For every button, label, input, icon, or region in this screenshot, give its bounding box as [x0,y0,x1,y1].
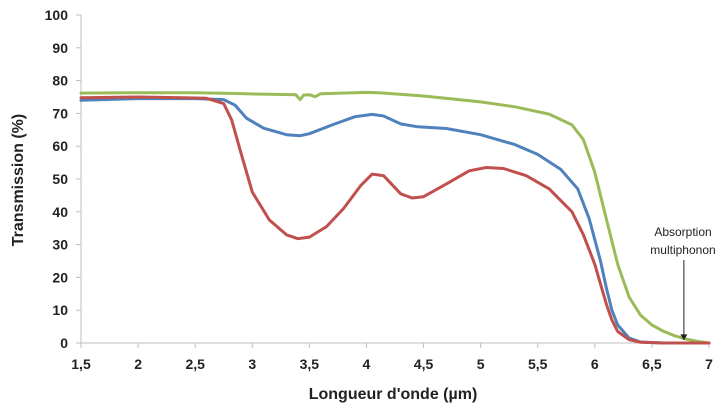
series-line-1 [79,90,711,345]
x-tick-label: 4,5 [414,356,434,372]
annotation-arrowhead [680,334,688,341]
y-tick-label: 50 [52,171,68,187]
axes [80,15,709,344]
x-tick-label: 2 [134,356,142,372]
x-tick-label: 3 [248,356,256,372]
y-tick-label: 100 [45,7,69,23]
x-axis-title: Longueur d'onde (µm) [309,386,478,403]
annotation-line-2: multiphonon [650,243,715,257]
y-tick-label: 20 [52,269,68,285]
y-axis-title: Transmission (%) [10,114,27,246]
y-tick-label: 0 [60,335,68,351]
x-tick-label: 5 [477,356,485,372]
y-tick-label: 40 [52,204,68,220]
x-tick-label: 1,5 [71,356,91,372]
x-tick-label: 4 [363,356,371,372]
y-tick-label: 30 [52,237,68,253]
y-tick-label: 60 [52,138,68,154]
x-tick-label: 7 [705,356,713,372]
x-tick-label: 5,5 [528,356,548,372]
x-tick-label: 3,5 [300,356,320,372]
x-tick-label: 6,5 [642,356,662,372]
x-tick-label: 2,5 [185,356,205,372]
x-tick-label: 6 [591,356,599,372]
series-line-2 [79,97,711,345]
y-axis-ticks: 0 10 20 30 40 50 60 70 80 90 100 [45,7,81,351]
y-tick-label: 10 [52,302,68,318]
y-tick-label: 80 [52,73,68,89]
y-tick-label: 70 [52,105,68,121]
annotation-multiphonon: Absorption multiphonon [650,225,716,341]
series-line-3 [79,95,711,345]
y-tick-label: 90 [52,40,68,56]
series-layer [79,90,711,345]
annotation-line-1: Absorption [654,225,711,239]
x-axis-ticks: 1,5 2 2,5 3 3,5 4 4,5 5 5,5 6 6,5 7 [71,343,713,372]
